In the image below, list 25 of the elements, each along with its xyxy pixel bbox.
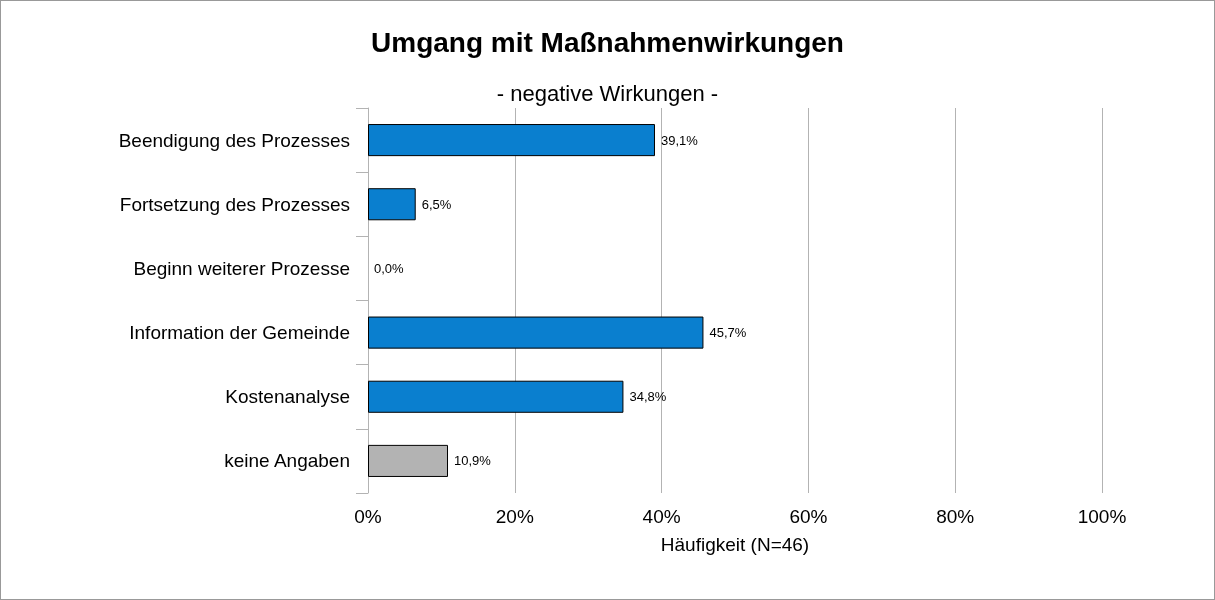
data-label: 10,9% <box>454 453 492 469</box>
y-tick-label: Beendigung des Prozesses <box>118 129 350 151</box>
x-tick-label: 20% <box>495 506 534 527</box>
data-label: 0,0% <box>374 260 405 276</box>
y-tick-label: keine Angaben <box>224 450 350 472</box>
y-tick-label: Fortsetzung des Prozesses <box>119 193 350 215</box>
y-tick-label: Information der Gemeinde <box>129 322 350 344</box>
data-label: 6,5% <box>421 196 452 212</box>
bar <box>368 124 655 157</box>
data-label: 45,7% <box>709 325 747 341</box>
y-tick-label: Beginn weiterer Prozesse <box>133 257 350 279</box>
chart-subtitle: - negative Wirkungen - <box>496 80 719 106</box>
y-tick-label: Kostenanalyse <box>225 386 350 408</box>
bar <box>368 380 624 413</box>
x-axis-title: Häufigkeit (N=46) <box>660 534 810 555</box>
data-label: 39,1% <box>660 132 699 148</box>
x-tick-label: 40% <box>642 506 681 527</box>
x-tick-label: 80% <box>936 506 975 527</box>
x-tick-label: 60% <box>789 506 828 527</box>
data-label: 34,8% <box>629 389 667 405</box>
x-tick-label: 100% <box>1077 506 1127 527</box>
bar <box>368 316 704 349</box>
bar <box>368 188 416 221</box>
x-tick-label: 0% <box>354 506 382 527</box>
chart-title: Umgang mit Maßnahmenwirkungen <box>371 26 844 58</box>
